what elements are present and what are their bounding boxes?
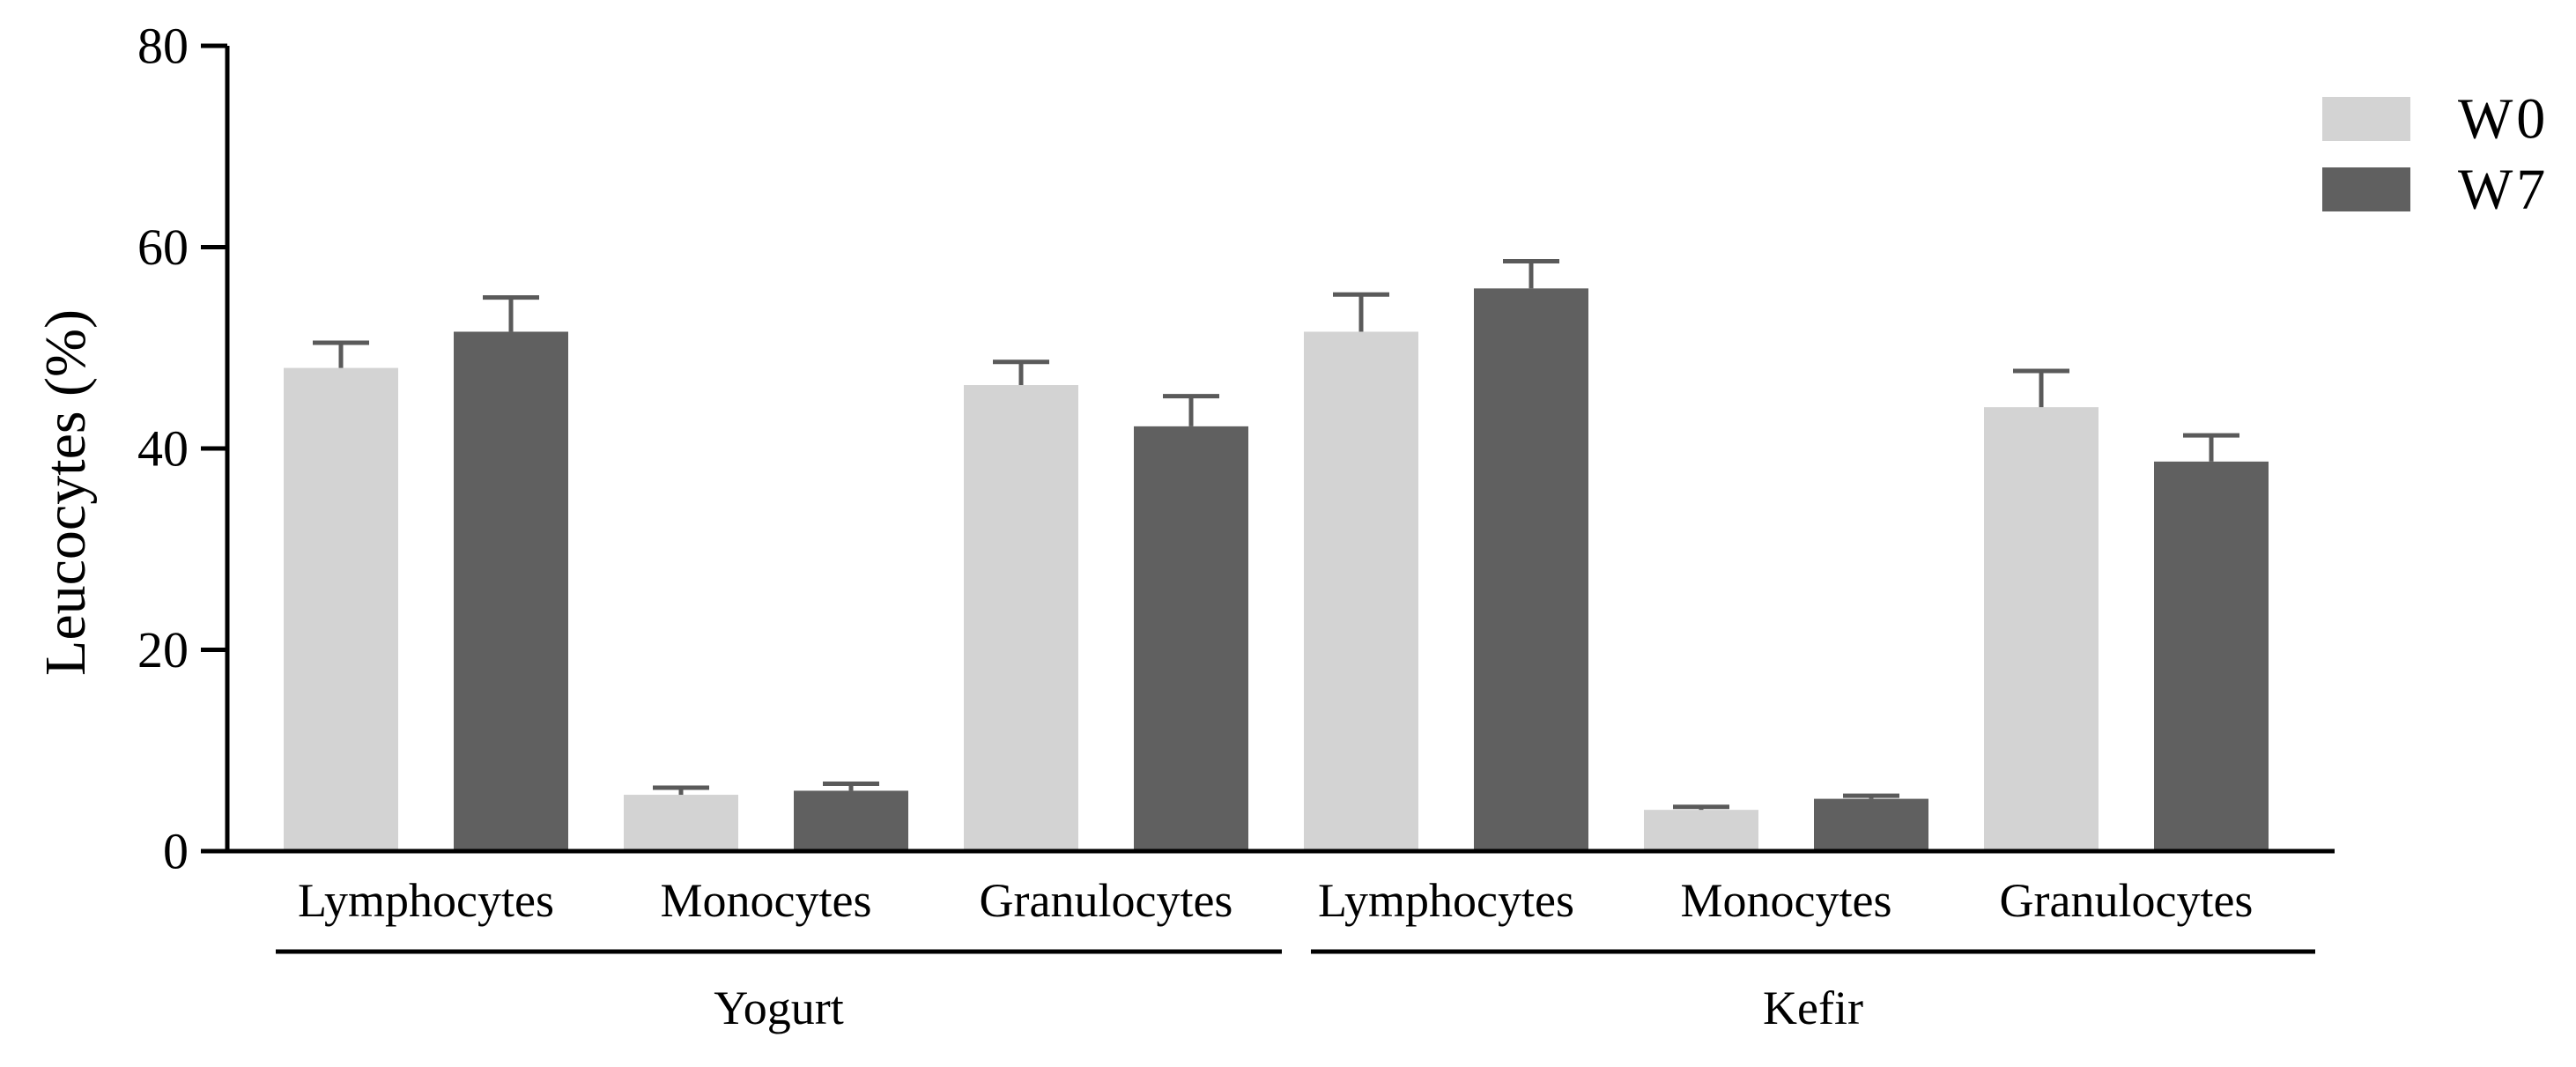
y-axis-title: Leucocytes (%) xyxy=(33,309,98,676)
axes-layer xyxy=(201,43,2335,954)
y-tick-label: 80 xyxy=(137,18,189,75)
category-label-granulocytes: Granulocytes xyxy=(980,874,1233,927)
bars-layer xyxy=(284,258,2269,852)
bar-w7-lymphocytes-yogurt xyxy=(454,331,568,852)
bar-w0-lymphocytes-yogurt xyxy=(284,367,398,852)
group-label-kefir: Kefir xyxy=(1763,982,1863,1034)
bar-w0-lymphocytes-kefir xyxy=(1304,331,1418,852)
bar-w0-granulocytes-kefir xyxy=(1984,407,2099,851)
bar-w0-granulocytes-yogurt xyxy=(964,385,1078,852)
category-label-granulocytes: Granulocytes xyxy=(2000,874,2254,927)
y-tick-label: 0 xyxy=(163,823,189,880)
legend-swatch-w7 xyxy=(2322,167,2410,211)
bar-w7-monocytes-yogurt xyxy=(794,790,908,851)
bar-w7-granulocytes-yogurt xyxy=(1134,426,1248,851)
category-label-lymphocytes: Lymphocytes xyxy=(1318,874,1574,927)
y-tick-label: 60 xyxy=(137,219,189,276)
legend-label-w7: W7 xyxy=(2458,158,2549,222)
group-label-yogurt: Yogurt xyxy=(714,982,844,1034)
category-label-lymphocytes: Lymphocytes xyxy=(298,874,554,927)
category-label-monocytes: Monocytes xyxy=(661,874,872,927)
bar-w0-monocytes-kefir xyxy=(1644,810,1758,851)
bar-w7-monocytes-kefir xyxy=(1814,798,1928,851)
labels-layer: 0 20 40 60 80 Leucocytes (%) Lymphocytes Monocy… xyxy=(33,18,2253,1035)
bar-w7-lymphocytes-kefir xyxy=(1474,288,1588,851)
legend-swatch-w0 xyxy=(2322,97,2410,141)
y-tick-label: 20 xyxy=(137,621,189,678)
y-tick-label: 40 xyxy=(137,420,189,478)
category-label-monocytes: Monocytes xyxy=(1681,874,1892,927)
bar-w0-monocytes-yogurt xyxy=(624,795,738,851)
legend-label-w0: W0 xyxy=(2458,87,2549,152)
bar-w7-granulocytes-kefir xyxy=(2154,461,2269,851)
